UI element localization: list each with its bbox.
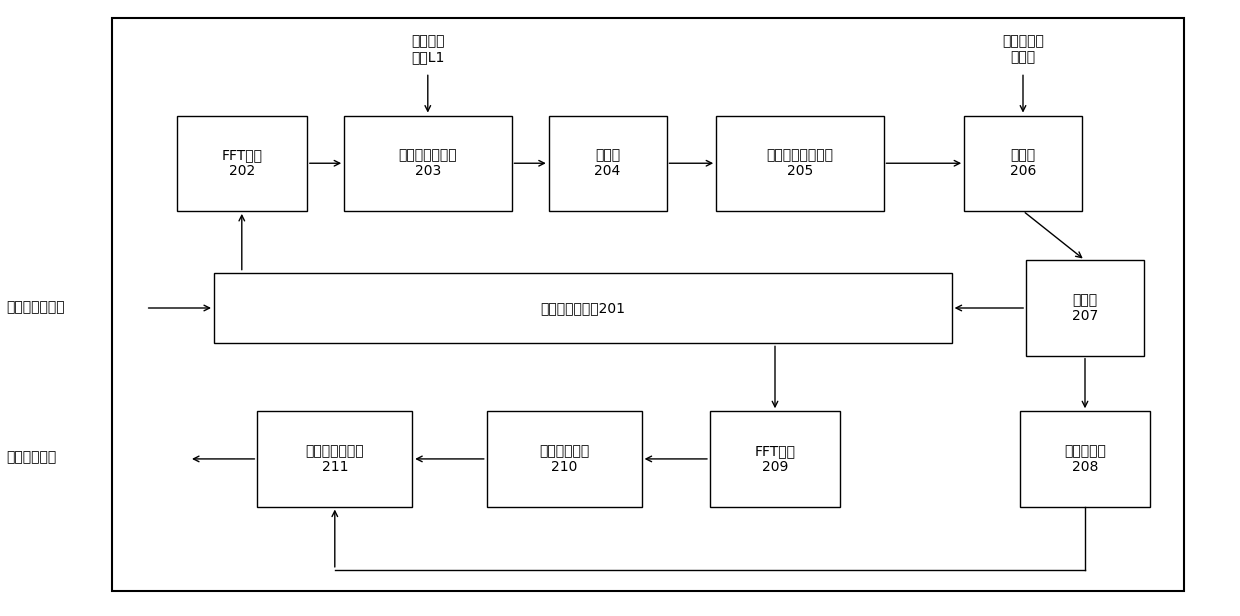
Bar bbox=[213, 273, 952, 344]
Text: 精确同步位置: 精确同步位置 bbox=[6, 451, 57, 464]
Bar bbox=[112, 18, 1184, 591]
Bar bbox=[177, 116, 306, 211]
Text: 判决器
206: 判决器 206 bbox=[1009, 148, 1037, 179]
Bar bbox=[1025, 260, 1143, 356]
Text: 本地存储
序列L1: 本地存储 序列L1 bbox=[410, 34, 445, 64]
Text: 频域相关器模块
203: 频域相关器模块 203 bbox=[398, 148, 458, 179]
Text: FFT模块
202: FFT模块 202 bbox=[221, 148, 263, 179]
Bar bbox=[709, 411, 839, 506]
Text: 本地预设定
的阈值: 本地预设定 的阈值 bbox=[1002, 34, 1044, 64]
Text: 控制器
207: 控制器 207 bbox=[1071, 293, 1099, 323]
Text: 最大值查找模块
211: 最大值查找模块 211 bbox=[305, 444, 365, 474]
Text: FFT模块
209: FFT模块 209 bbox=[754, 444, 796, 474]
Bar bbox=[1019, 411, 1149, 506]
Text: 滑动计数器
208: 滑动计数器 208 bbox=[1064, 444, 1106, 474]
Bar bbox=[965, 116, 1081, 211]
Bar bbox=[343, 116, 511, 211]
Text: 平方器
204: 平方器 204 bbox=[594, 148, 621, 179]
Bar bbox=[486, 411, 642, 506]
Bar bbox=[258, 411, 412, 506]
Text: 判决变量计算模块
205: 判决变量计算模块 205 bbox=[766, 148, 833, 179]
Bar bbox=[717, 116, 883, 211]
Text: 接收下来的数据: 接收下来的数据 bbox=[6, 300, 64, 314]
Text: 相关器组模块
210: 相关器组模块 210 bbox=[539, 444, 589, 474]
Bar bbox=[549, 116, 667, 211]
Text: 数据流存储模块201: 数据流存储模块201 bbox=[541, 301, 625, 315]
